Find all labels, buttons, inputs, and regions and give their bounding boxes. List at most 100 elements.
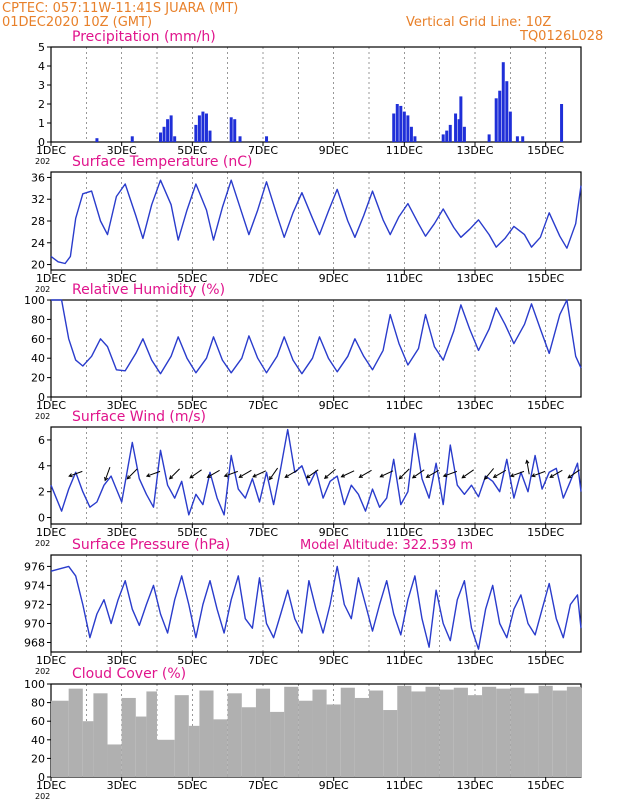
wind-arrow-shaft [484, 468, 495, 480]
wind-arrow-shaft [284, 469, 298, 478]
wind-arrow-head [223, 473, 229, 478]
x-tick-label: 11DEC [386, 526, 423, 539]
precip-bar [459, 96, 463, 142]
cloud-bar [174, 695, 189, 777]
x-tick-label: 7DEC [248, 526, 278, 539]
cloud-bar [467, 695, 483, 777]
precip-bar [229, 117, 233, 142]
cloud-bar [93, 693, 108, 777]
wind-arrow-icon [358, 469, 372, 478]
wind-arrow-icon [223, 470, 238, 478]
precip-bar [454, 113, 458, 142]
panel-frame [50, 554, 582, 653]
x-tick-label: 7DEC [248, 272, 278, 285]
x-tick-label: 3DEC [107, 526, 137, 539]
wind-arrow-head [509, 473, 515, 478]
precip-bar [508, 111, 512, 142]
cloud-bar [107, 744, 122, 777]
wind-arrow-icon [442, 470, 458, 478]
precip-bar [448, 124, 452, 142]
precip-bar [441, 134, 445, 142]
panel-title-relative-humidity: Relative Humidity (%) [72, 282, 225, 298]
y-tick-label: 972 [24, 598, 45, 611]
x-tick-label: 5DEC [177, 399, 207, 412]
wind-arrow-shaft [189, 469, 202, 479]
wind-arrow-shaft [493, 469, 507, 478]
y-tick-label: 40 [31, 734, 45, 747]
wind-arrow-head [549, 474, 554, 478]
wind-arrow-head [567, 474, 572, 479]
cloud-bar [68, 688, 83, 777]
wind-arrow-head [525, 459, 530, 464]
x-tick-label: 1DEC [36, 526, 66, 539]
y-tick-label: 40 [31, 352, 45, 365]
x-tick-label: 7DEC [248, 779, 278, 792]
precip-bar [560, 104, 564, 142]
y-tick-label: 80 [31, 697, 45, 710]
cloud-bar [397, 685, 412, 777]
wind-arrow-icon [168, 468, 180, 480]
wind-arrow-shaft [224, 470, 238, 477]
y-tick-label: 974 [24, 579, 45, 592]
x-tick-label: 15DEC [527, 779, 564, 792]
x-tick-label: 15DEC [527, 144, 564, 157]
wind-arrow-icon [206, 469, 220, 478]
y-tick-label: 0 [38, 391, 45, 404]
wind-arrow-shaft [567, 469, 580, 479]
year-fragment: 202 [35, 285, 50, 294]
y-tick-label: 2 [38, 98, 45, 111]
x-tick-label: 9DEC [319, 272, 349, 285]
x-tick-label: 11DEC [386, 144, 423, 157]
precip-bar [395, 104, 399, 142]
wind-arrow-icon [483, 468, 495, 480]
y-tick-label: 20 [31, 372, 45, 385]
wind-arrow-head [206, 474, 211, 478]
precip-bar [413, 136, 417, 142]
wind-arrow-head [305, 474, 311, 479]
wind-arrow-icon [126, 468, 138, 480]
wind-arrow-shaft [549, 469, 563, 478]
panel-frame [50, 171, 582, 271]
wind-arrow-icon [411, 469, 425, 479]
y-tick-label: 1 [38, 117, 45, 130]
wind-arrow-icon [398, 468, 410, 480]
cloud-bar [425, 686, 440, 777]
panel-title-precipitation-mm-h: Precipitation (mm/h) [72, 29, 216, 45]
wind-arrow-head [168, 475, 174, 480]
cloud-bar [255, 688, 271, 777]
precip-bar [265, 136, 269, 142]
precip-bar [173, 136, 177, 142]
precip-bar [392, 113, 396, 142]
panel-cloud-cover: 0 20 40 60 80 100 1DEC 3DEC 5DEC 7DEC 9DEC 11DEC 13D… [24, 666, 582, 800]
header-date: 01DEC2020 10Z (GMT) [2, 15, 153, 30]
cloud-bar [82, 721, 94, 777]
panel-frame [50, 46, 582, 143]
x-tick-label: 9DEC [319, 526, 349, 539]
cloud-bar [146, 691, 157, 777]
wind-arrow-icon [492, 469, 507, 478]
panel-surface-pressure-hpa: 968 970 972 974 976 1DEC 3DEC 5DEC 7DEC 9DEC 11DEC… [24, 537, 582, 676]
wind-arrow-head [68, 473, 73, 478]
precip-bar [194, 124, 198, 142]
wind-arrow-shaft [531, 470, 546, 477]
precip-bar [208, 130, 212, 142]
wind-arrow-icon [549, 469, 563, 478]
year-fragment: 202 [35, 539, 50, 548]
cloud-bar [354, 697, 369, 777]
y-tick-label: 2 [38, 486, 45, 499]
y-tick-label: 36 [31, 171, 45, 184]
wind-arrow-icon [104, 467, 111, 482]
x-tick-label: 5DEC [177, 144, 207, 157]
wind-arrow-shaft [380, 470, 394, 478]
precip-bar [204, 113, 208, 142]
wind-arrow-icon [379, 470, 394, 478]
precip-bar [445, 130, 449, 142]
wind-arrow-head [411, 474, 417, 479]
wind-arrow-head [358, 474, 363, 478]
wind-arrow-head [531, 473, 536, 478]
cloud-bar [135, 716, 147, 777]
y-tick-label: 3 [38, 79, 45, 92]
precip-bar [521, 136, 525, 142]
x-tick-label: 5DEC [177, 654, 207, 667]
